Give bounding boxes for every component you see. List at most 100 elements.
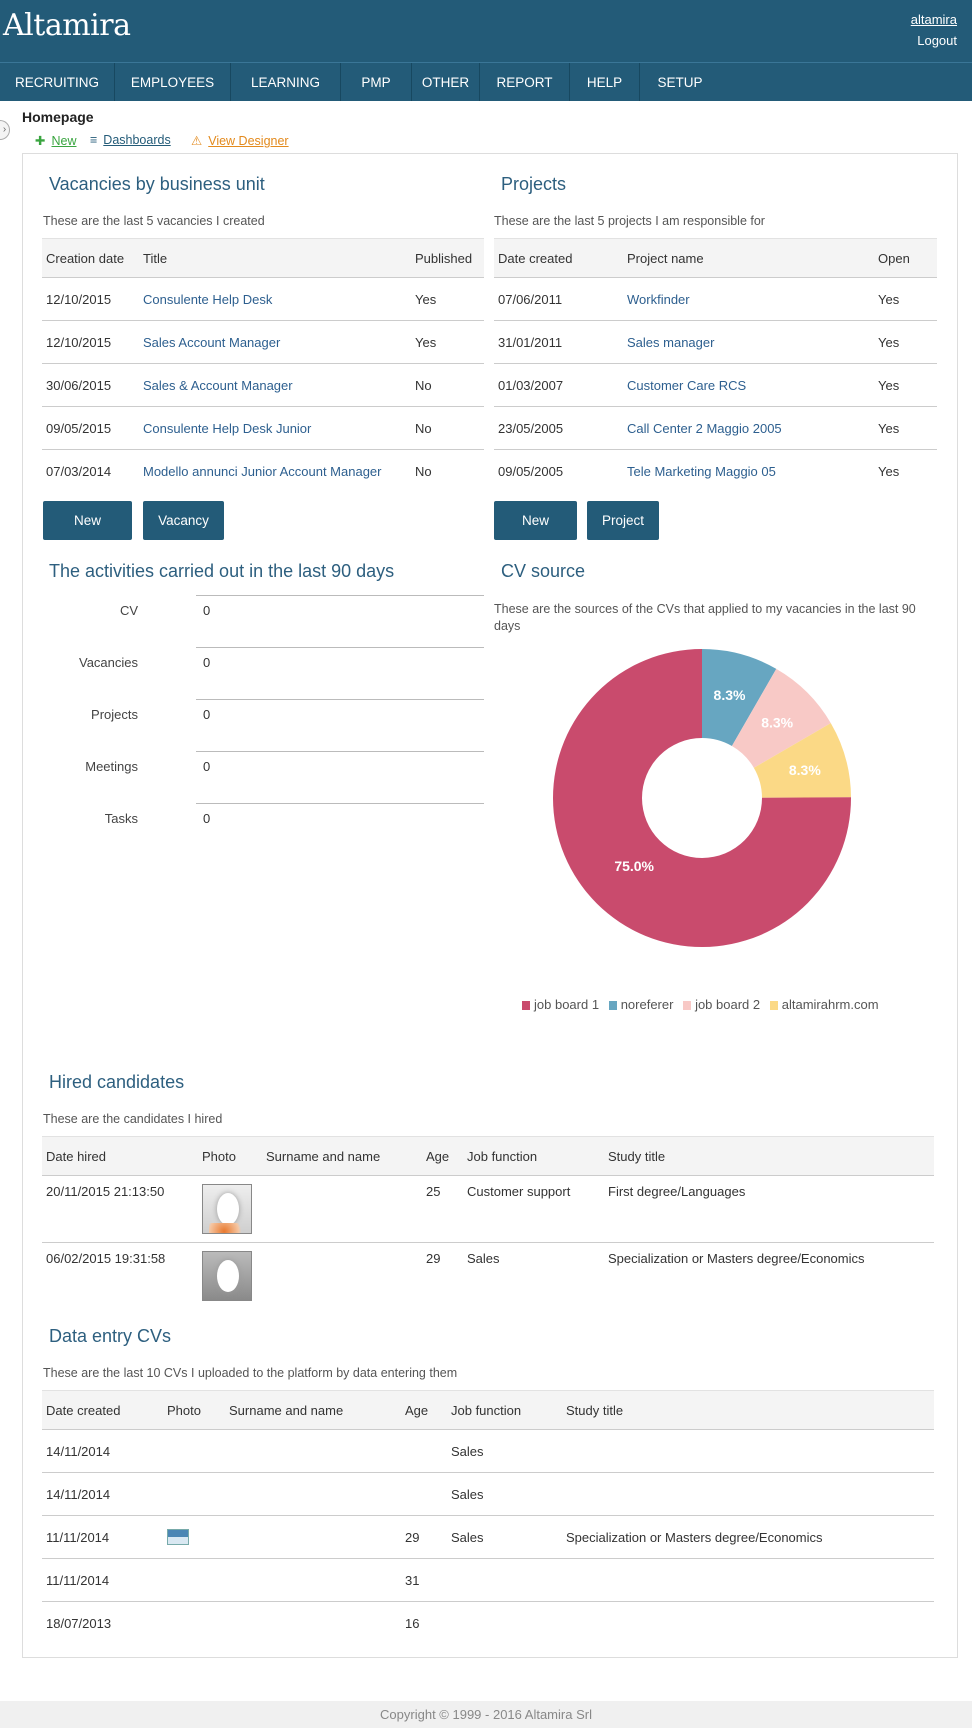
nav-employees[interactable]: EMPLOYEES [115,63,231,101]
pie-slice-job-board-2 [731,668,831,768]
nav-setup[interactable]: SETUP [657,75,703,90]
col-date-hired: Date hired [42,1136,198,1176]
pie-label: 8.3% [761,714,793,730]
vacancy-list-button[interactable]: Vacancy list [143,501,224,567]
activity-label: Meetings [85,759,138,774]
col-photo: Photo [198,1136,262,1176]
nav-pmp[interactable]: PMP [341,63,412,101]
project-link[interactable]: Tele Marketing Maggio 05 [627,463,776,479]
dashboards-button[interactable]: ≡ Dashboards [90,133,171,147]
col-job-function: Job function [463,1136,604,1176]
activities-title: The activities carried out in the last 9… [49,561,395,581]
activity-label: Tasks [104,811,138,826]
vacancy-link[interactable]: Sales Account Manager [139,320,411,364]
table-row: 07/03/2014 Modello annunci Junior Accoun… [42,450,484,493]
pie-slice-job-board-1 [553,649,851,947]
activity-label: Vacancies [78,655,138,670]
col-creation-date: Creation date [42,238,139,278]
vacancies-desc: These are the last 5 vacancies I created [43,214,265,228]
cv-source-title: CV source [501,561,586,581]
data-entry-desc: These are the last 10 CVs I uploaded to … [43,1366,458,1380]
logout-link[interactable]: Logout [917,33,957,48]
col-published: Published [411,238,484,278]
col-surname-name: Surname and name [225,1390,401,1430]
cv-source-chart: 8.3% 8.3% 8.3% 75.0% [553,649,851,947]
activity-bar [196,751,484,752]
candidate-photo[interactable] [202,1184,252,1234]
table-row: 12/10/2015 Sales Account Manager Yes [42,320,484,364]
nav-learning[interactable]: LEARNING [231,63,341,101]
legend-swatch [769,1001,778,1010]
vacancy-link[interactable]: Sales & Account Manager [139,363,411,407]
candidate-photo[interactable] [202,1250,252,1301]
table-row: 18/07/2013 16 [46,1615,420,1631]
project-link[interactable]: Workfinder [623,277,874,321]
hired-table: Date hired Photo Surname and name Age Jo… [42,1136,934,1309]
chart-legend: job board 1 noreferer job board 2 altami… [522,997,885,1012]
new-vacancy-button[interactable]: New vacancy [43,501,132,567]
top-header: Altamira altamira Logout [0,0,972,62]
pie-slice-noreferer [702,649,777,746]
legend-swatch [608,1001,617,1010]
table-row: 11/11/2014 31 [42,1558,934,1602]
plus-icon: ✚ [35,134,46,148]
hired-desc: These are the candidates I hired [43,1112,223,1126]
vacancy-link[interactable]: Consulente Help Desk Junior [139,406,411,450]
nav-report[interactable]: REPORT [480,63,570,101]
nav-recruiting[interactable]: RECRUITING [0,63,115,101]
col-study-title: Study title [562,1390,934,1430]
user-link[interactable]: altamira [910,12,957,27]
table-row: 14/11/2014 Sales [42,1429,934,1473]
table-row: 07/06/2011 Workfinder Yes [494,277,937,321]
activity-label: Projects [91,707,138,722]
hired-title: Hired candidates [49,1072,185,1092]
activity-label: CV [119,603,138,618]
pie-slice-altamirahrm-com [753,723,851,798]
view-designer-button[interactable]: ⚠ View Designer [191,134,289,148]
list-icon: ≡ [90,133,98,147]
activity-row: Projects 0 [0,699,484,751]
footer: Copyright © 1999 - 2016 Altamira Srl [0,1701,972,1728]
table-row: 20/11/2015 21:13:50 25 Customer support … [42,1175,934,1243]
project-link[interactable]: Call Center 2 Maggio 2005 [623,406,874,450]
projects-title: Projects [501,174,567,194]
table-row: 06/02/2015 19:31:58 29 Sales Specializat… [42,1243,934,1309]
project-link[interactable]: Sales manager [623,320,874,364]
table-row: 12/10/2015 Consulente Help Desk Yes [42,277,484,321]
sidebar-toggle-icon[interactable]: › [0,120,10,140]
main-nav: RECRUITING EMPLOYEES LEARNING PMP OTHER … [0,62,972,101]
cv-source-desc: These are the sources of the CVs that ap… [494,602,916,633]
col-job-function: Job function [447,1390,562,1430]
nav-help[interactable]: HELP [570,63,640,101]
col-date-created: Date created [42,1390,163,1430]
project-list-button[interactable]: Project list [587,501,659,567]
vacancy-link[interactable]: Modello annunci Junior Account Manager [143,463,382,479]
col-age: Age [422,1136,463,1176]
activity-value: 0 [203,759,211,774]
new-project-button[interactable]: New project [494,501,577,567]
project-link[interactable]: Customer Care RCS [623,363,874,407]
table-row: 30/06/2015 Sales & Account Manager No [42,363,484,407]
table-row: 01/03/2007 Customer Care RCS Yes [494,363,937,407]
new-button[interactable]: ✚ New [35,134,77,148]
table-row: 09/05/2005 Tele Marketing Maggio 05 Yes [494,450,937,493]
vacancy-link[interactable]: Consulente Help Desk [139,277,411,321]
warning-icon: ⚠ [191,134,203,148]
col-project-name: Project name [623,238,874,278]
activity-row: Meetings 0 [0,751,484,803]
legend-item: job board 2 [683,997,760,1012]
col-title: Title [139,238,411,278]
activity-value: 0 [203,811,211,826]
activity-row: Vacancies 0 [0,647,484,699]
image-icon[interactable] [167,1529,189,1545]
page-title: Homepage [22,109,94,125]
legend-swatch [522,1001,530,1010]
col-study-title: Study title [604,1136,934,1176]
table-row: 11/11/2014 29 Sales Specialization or Ma… [42,1515,934,1559]
col-age: Age [401,1390,447,1430]
vacancies-title: Vacancies by business unit [49,174,265,194]
legend-item: noreferer [608,997,673,1012]
table-row: 14/11/2014 Sales [42,1472,934,1516]
nav-other[interactable]: OTHER [412,63,480,101]
activity-bar [196,699,484,700]
